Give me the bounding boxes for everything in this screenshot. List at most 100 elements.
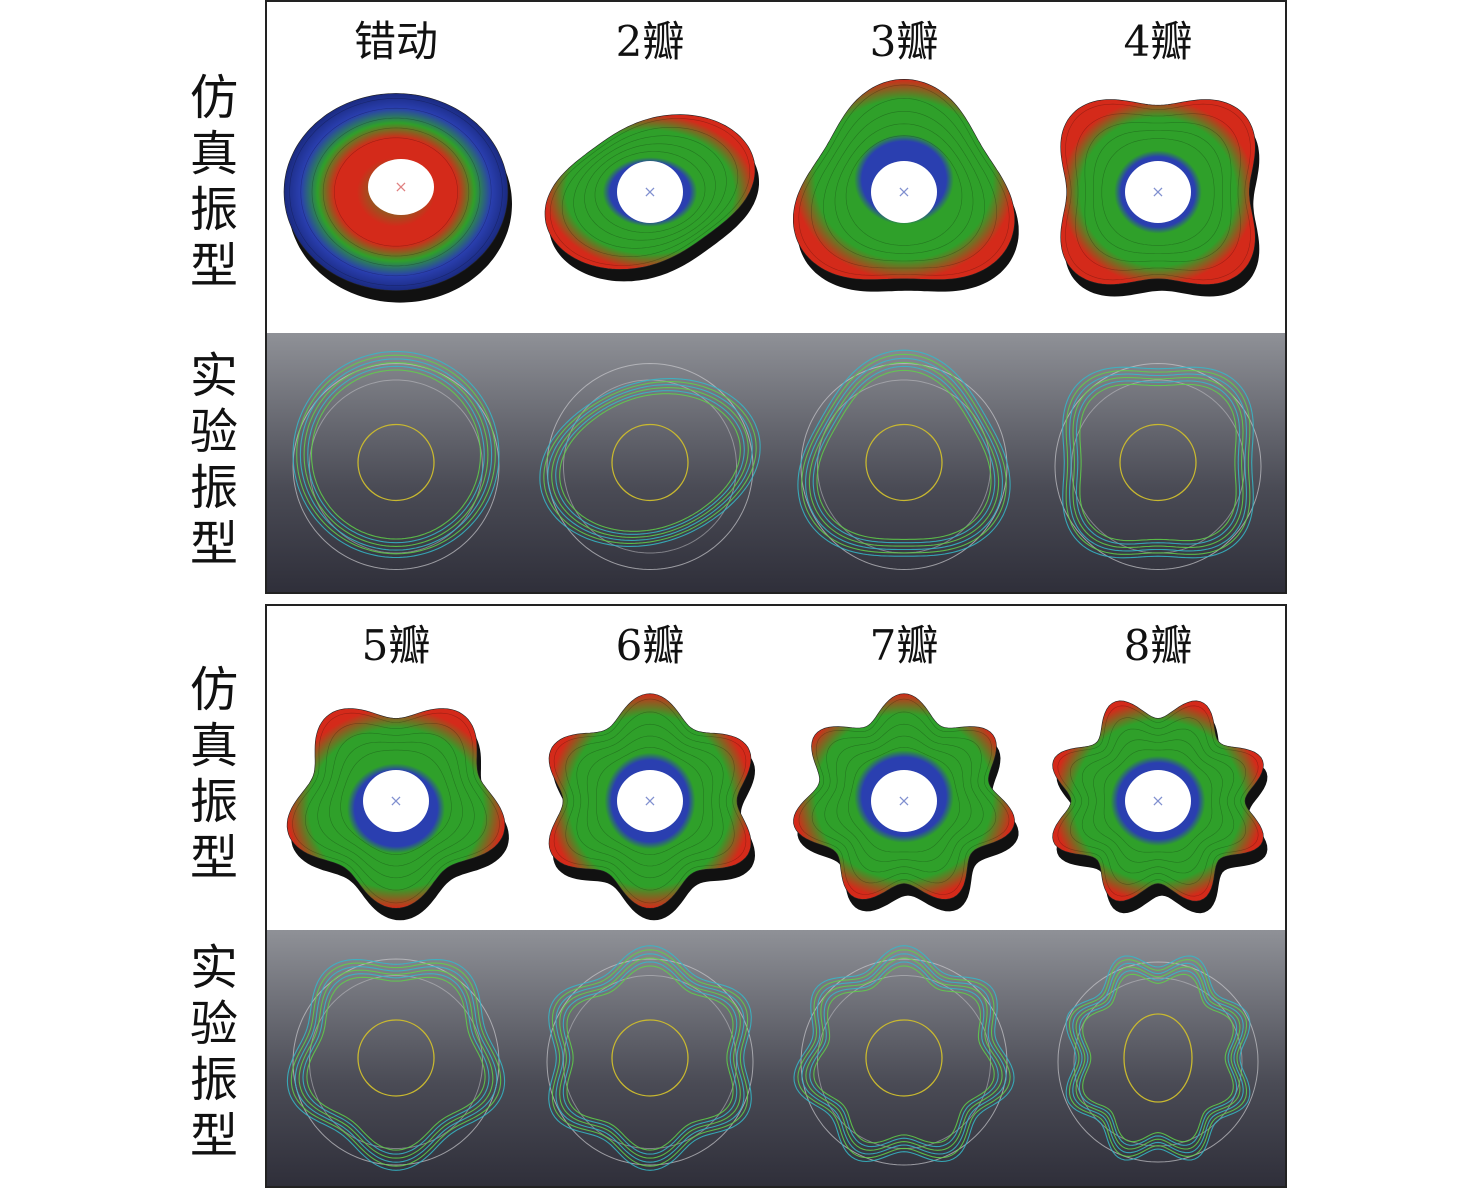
- mode-title: 错动: [353, 17, 438, 66]
- wireframe-ring: [307, 365, 485, 544]
- wireframe-ring: [310, 369, 482, 540]
- mesh-line: [1093, 739, 1223, 863]
- exp-label-1: 实验振型: [189, 348, 238, 572]
- wireframe-ring: [801, 953, 1007, 1155]
- exp-cell: [1031, 333, 1285, 592]
- sim-label-2: 仿真振型: [189, 662, 238, 886]
- sim-label-1: 仿真振型: [189, 70, 238, 294]
- panel-modes-2: 5瓣 × 6瓣 × 7瓣 × 8瓣 ×: [265, 604, 1287, 1188]
- sim-cell: 8瓣 ×: [1031, 606, 1285, 930]
- wireframe-ring: [1065, 370, 1251, 555]
- mode-title: 4瓣: [1123, 17, 1193, 66]
- center-marker-icon: ×: [1151, 182, 1164, 201]
- reference-outline: [292, 958, 500, 1166]
- experimental-mode-shape: [1057, 955, 1259, 1163]
- mesh-line: [573, 135, 727, 249]
- wireframe-ring: [809, 961, 999, 1148]
- center-hole: [1125, 161, 1191, 223]
- center-hole: [871, 161, 937, 223]
- mesh-line: [340, 749, 452, 855]
- mesh-line: [561, 127, 739, 257]
- mesh-line: [596, 747, 704, 855]
- experimental-mode-shape: [292, 350, 500, 571]
- mode-title: 3瓣: [869, 17, 939, 66]
- experiment-row: [267, 333, 1285, 592]
- panel-modes-1: 错动 × 2瓣 × 3瓣 × 4瓣 ×: [265, 0, 1287, 594]
- wireframe-ring: [1082, 973, 1234, 1143]
- simulated-mode-shape: ×: [286, 708, 509, 921]
- reference-outline: [563, 975, 737, 1149]
- simulated-mode-shape: ×: [1060, 99, 1260, 297]
- mesh-line: [300, 107, 492, 277]
- sim-cell: 3瓣 ×: [777, 2, 1031, 333]
- wireframe-ring: [805, 357, 1003, 551]
- sim-cell: 错动 ×: [269, 2, 523, 333]
- center-marker-icon: ×: [643, 791, 656, 810]
- mesh-line: [289, 98, 503, 286]
- wireframe-ring: [298, 969, 494, 1159]
- wireframe-ring: [797, 349, 1011, 557]
- hub-ring: [1123, 1013, 1193, 1103]
- wireframe-ring: [1062, 366, 1254, 559]
- wireframe-ring: [547, 384, 753, 541]
- wireframe-ring: [292, 350, 500, 559]
- center-hole: [1125, 770, 1191, 832]
- exp-cell: [1031, 930, 1285, 1186]
- wireframe-ring: [1072, 376, 1244, 549]
- wireframe-ring: [559, 957, 741, 1159]
- wireframe-ring: [296, 354, 496, 555]
- mesh-line: [1093, 130, 1223, 254]
- mode-title: 5瓣: [361, 621, 431, 670]
- simulation-row: 错动 × 2瓣 × 3瓣 × 4瓣 ×: [267, 2, 1285, 333]
- mesh-line: [824, 723, 984, 873]
- sim-cell: 2瓣 ×: [523, 2, 777, 333]
- mesh-line: [811, 711, 997, 884]
- sim-cell: 5瓣 ×: [269, 606, 523, 930]
- mode-title: 8瓣: [1123, 621, 1193, 670]
- hub-ring: [357, 1019, 435, 1097]
- mesh-line: [322, 127, 470, 257]
- mesh-line: [565, 711, 735, 891]
- reference-outline: [800, 362, 1008, 571]
- mesh-line: [1065, 103, 1251, 281]
- wireframe-ring: [1065, 955, 1251, 1161]
- hub-ring: [1119, 423, 1197, 502]
- simulated-mode-shape: ×: [1052, 700, 1268, 914]
- simulated-mode-shape: ×: [283, 93, 512, 303]
- exp-label-2: 实验振型: [189, 940, 238, 1164]
- wireframe-ring: [566, 965, 734, 1151]
- wireframe-ring: [793, 945, 1015, 1163]
- mesh-line: [1057, 705, 1259, 897]
- mesh-line: [311, 117, 481, 267]
- reference-outline: [309, 379, 483, 554]
- sim-cell: 6瓣 ×: [523, 606, 777, 930]
- wireframe-ring: [1078, 970, 1238, 1146]
- wireframe-ring: [555, 953, 745, 1163]
- mesh-line: [594, 151, 706, 233]
- wireframe-ring: [812, 365, 996, 544]
- hub-ring: [865, 423, 943, 502]
- wireframe-ring: [562, 961, 738, 1155]
- sim-cell: 4瓣 ×: [1031, 2, 1285, 333]
- reference-outline: [546, 362, 754, 571]
- wireframe-ring: [559, 393, 741, 532]
- mesh-line: [305, 723, 487, 891]
- center-marker-icon: ×: [643, 182, 656, 201]
- experiment-row: [267, 930, 1285, 1186]
- wireframe-ring: [303, 362, 489, 547]
- experimental-mode-shape: [793, 945, 1015, 1166]
- exp-cell: [269, 930, 523, 1186]
- exp-cell: [777, 930, 1031, 1186]
- exp-cell: [523, 930, 777, 1186]
- wireframe-ring: [1069, 373, 1247, 552]
- hub-ring: [611, 1019, 689, 1097]
- mesh-line: [1069, 717, 1247, 885]
- wireframe-ring: [1072, 962, 1244, 1154]
- wireframe-ring: [813, 965, 995, 1144]
- wireframe-ring: [805, 957, 1003, 1151]
- wireframe-ring: [551, 949, 749, 1167]
- simulated-mode-shape: ×: [793, 78, 1019, 292]
- exp-cell: [523, 333, 777, 592]
- center-hole: [871, 770, 937, 832]
- mesh-line: [584, 143, 716, 241]
